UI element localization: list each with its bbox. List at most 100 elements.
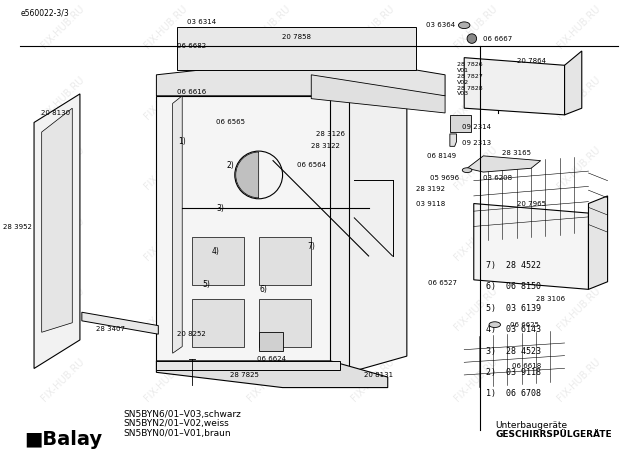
Text: SN5BYN0/01–V01,braun: SN5BYN0/01–V01,braun xyxy=(123,428,231,437)
Bar xyxy=(450,115,471,132)
Text: FIX-HUB.RU: FIX-HUB.RU xyxy=(142,74,190,121)
Text: FIX-HUB.RU: FIX-HUB.RU xyxy=(555,74,602,121)
Text: FIX-HUB.RU: FIX-HUB.RU xyxy=(142,216,190,262)
Text: FIX-HUB.RU: FIX-HUB.RU xyxy=(555,4,602,50)
Bar xyxy=(259,332,282,351)
Text: ■Balay: ■Balay xyxy=(24,430,102,449)
Text: 09 2313: 09 2313 xyxy=(462,140,492,146)
Text: 2): 2) xyxy=(226,161,234,170)
Text: 20 7864: 20 7864 xyxy=(516,58,546,63)
Text: FIX-HUB.RU: FIX-HUB.RU xyxy=(349,74,396,121)
Text: FIX-HUB.RU: FIX-HUB.RU xyxy=(555,286,602,333)
Text: 28 3122: 28 3122 xyxy=(311,144,340,149)
Bar xyxy=(192,299,244,346)
Text: FIX-HUB.RU: FIX-HUB.RU xyxy=(142,145,190,192)
Text: 1)  06 6708: 1) 06 6708 xyxy=(486,390,541,399)
Text: 06 6564: 06 6564 xyxy=(297,162,326,168)
Polygon shape xyxy=(172,96,182,353)
Text: 03 9118: 03 9118 xyxy=(417,201,446,207)
Text: 20 8131: 20 8131 xyxy=(364,372,393,378)
Text: FIX-HUB.RU: FIX-HUB.RU xyxy=(245,216,293,262)
Text: 28 3126: 28 3126 xyxy=(316,131,345,137)
Text: FIX-HUB.RU: FIX-HUB.RU xyxy=(349,145,396,192)
Text: 06 6618: 06 6618 xyxy=(512,363,541,369)
Text: 7)  28 4522: 7) 28 4522 xyxy=(486,261,541,270)
Text: FIX-HUB.RU: FIX-HUB.RU xyxy=(452,74,499,121)
Text: 6): 6) xyxy=(259,285,267,294)
Text: 06 8149: 06 8149 xyxy=(427,153,457,159)
Polygon shape xyxy=(42,108,73,332)
Text: FIX-HUB.RU: FIX-HUB.RU xyxy=(349,216,396,262)
Text: 03 6314: 03 6314 xyxy=(187,19,216,25)
Text: FIX-HUB.RU: FIX-HUB.RU xyxy=(452,216,499,262)
Polygon shape xyxy=(156,361,388,387)
Text: 28 7826
V01
28 7827
V02
28 7828
V03: 28 7826 V01 28 7827 V02 28 7828 V03 xyxy=(457,63,482,96)
Ellipse shape xyxy=(467,34,476,43)
Text: 28 3192: 28 3192 xyxy=(417,186,445,192)
Text: FIX-HUB.RU: FIX-HUB.RU xyxy=(452,286,499,333)
Polygon shape xyxy=(156,96,330,372)
Text: 28 3407: 28 3407 xyxy=(96,326,125,333)
Text: 20 7965: 20 7965 xyxy=(516,201,546,207)
Bar xyxy=(192,237,244,284)
Text: FIX-HUB.RU: FIX-HUB.RU xyxy=(245,356,293,403)
Text: GESCHIRRSPÜLGERÄTE: GESCHIRRSPÜLGERÄTE xyxy=(495,431,612,440)
Text: 7): 7) xyxy=(307,242,315,251)
Text: 4): 4) xyxy=(212,247,219,256)
Polygon shape xyxy=(34,94,80,369)
Bar xyxy=(259,237,311,284)
Text: 03 6208: 03 6208 xyxy=(483,175,513,181)
Text: 06 6682: 06 6682 xyxy=(177,43,207,49)
Text: FIX-HUB.RU: FIX-HUB.RU xyxy=(555,216,602,262)
Text: 06 6616: 06 6616 xyxy=(177,89,207,95)
Text: FIX-HUB.RU: FIX-HUB.RU xyxy=(142,286,190,333)
Polygon shape xyxy=(450,134,457,146)
Text: 05 9696: 05 9696 xyxy=(431,175,459,181)
Text: SN5BYN6/01–V03,schwarz: SN5BYN6/01–V03,schwarz xyxy=(123,410,241,418)
Ellipse shape xyxy=(489,322,501,328)
Text: 5): 5) xyxy=(202,280,210,289)
Text: FIX-HUB.RU: FIX-HUB.RU xyxy=(349,286,396,333)
Text: FIX-HUB.RU: FIX-HUB.RU xyxy=(349,4,396,50)
Text: FIX-HUB.RU: FIX-HUB.RU xyxy=(245,145,293,192)
Text: 5)  03 6139: 5) 03 6139 xyxy=(486,304,541,313)
Text: Unterbaugeräte: Unterbaugeräte xyxy=(495,421,567,430)
Text: FIX-HUB.RU: FIX-HUB.RU xyxy=(245,74,293,121)
Text: FIX-HUB.RU: FIX-HUB.RU xyxy=(39,356,86,403)
Text: 06 6624: 06 6624 xyxy=(256,356,286,362)
Polygon shape xyxy=(588,196,607,289)
Wedge shape xyxy=(236,152,259,198)
Text: FIX-HUB.RU: FIX-HUB.RU xyxy=(39,74,86,121)
Polygon shape xyxy=(474,203,588,289)
Text: 6)  06 8150: 6) 06 8150 xyxy=(486,282,541,291)
Text: 1): 1) xyxy=(178,137,186,146)
Text: 20 7858: 20 7858 xyxy=(282,34,312,40)
Polygon shape xyxy=(467,156,541,172)
Polygon shape xyxy=(311,75,445,113)
Text: FIX-HUB.RU: FIX-HUB.RU xyxy=(39,4,86,50)
Text: 3): 3) xyxy=(216,204,225,213)
Text: FIX-HUB.RU: FIX-HUB.RU xyxy=(39,145,86,192)
Text: FIX-HUB.RU: FIX-HUB.RU xyxy=(39,216,86,262)
Polygon shape xyxy=(565,51,582,115)
Text: 28 7825: 28 7825 xyxy=(230,372,259,378)
Text: FIX-HUB.RU: FIX-HUB.RU xyxy=(555,145,602,192)
Text: FIX-HUB.RU: FIX-HUB.RU xyxy=(39,286,86,333)
Text: 06 6527: 06 6527 xyxy=(427,280,457,286)
Text: FIX-HUB.RU: FIX-HUB.RU xyxy=(452,145,499,192)
Text: 28 3165: 28 3165 xyxy=(502,150,532,156)
Polygon shape xyxy=(177,27,417,70)
Text: 09 2314: 09 2314 xyxy=(462,124,491,130)
Text: 28 3106: 28 3106 xyxy=(536,296,565,302)
Text: 28 3952: 28 3952 xyxy=(3,225,32,230)
Text: FIX-HUB.RU: FIX-HUB.RU xyxy=(452,356,499,403)
Polygon shape xyxy=(156,56,445,96)
Text: 06 6667: 06 6667 xyxy=(483,36,513,41)
Text: FIX-HUB.RU: FIX-HUB.RU xyxy=(349,356,396,403)
Polygon shape xyxy=(350,94,407,372)
Text: FIX-HUB.RU: FIX-HUB.RU xyxy=(555,356,602,403)
Text: 20 8130: 20 8130 xyxy=(41,110,69,116)
Text: FIX-HUB.RU: FIX-HUB.RU xyxy=(142,356,190,403)
Text: FIX-HUB.RU: FIX-HUB.RU xyxy=(245,286,293,333)
Text: FIX-HUB.RU: FIX-HUB.RU xyxy=(142,4,190,50)
